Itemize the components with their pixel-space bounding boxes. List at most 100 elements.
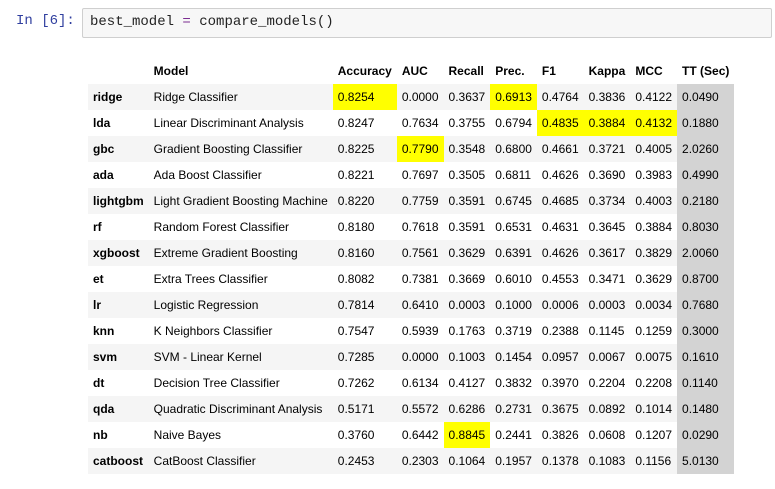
metric-cell: 0.6410 <box>401 298 439 312</box>
table-row: dt Decision Tree Classifier 0.7262 0.6134 0.… <box>88 370 735 396</box>
metric-cell: 0.1064 <box>448 454 486 468</box>
metric-cell: 0.8160 <box>337 246 375 260</box>
metric-cell: 0.8220 <box>337 194 375 208</box>
metric-cell: 0.6010 <box>495 272 532 286</box>
metric-cell: 0.3760 <box>337 428 375 442</box>
metric-cell: 0.4764 <box>541 90 579 104</box>
metric-cell: 0.0034 <box>635 298 673 312</box>
row-index: qda <box>93 402 115 416</box>
table-row: xgboost Extreme Gradient Boosting 0.8160 0.… <box>88 240 735 266</box>
metric-cell: 0.0003 <box>588 298 626 312</box>
metric-cell: 0.0290 <box>677 422 735 448</box>
metric-cell: 0.6745 <box>495 194 532 208</box>
metric-cell: 0.7547 <box>337 324 375 338</box>
metric-cell: 0.4626 <box>541 168 579 182</box>
metric-cell: 0.2303 <box>401 454 439 468</box>
model-name-cell: SVM - Linear Kernel <box>153 350 262 364</box>
metric-cell: 0.0608 <box>588 428 626 442</box>
table-row: et Extra Trees Classifier 0.8082 0.7381 0.36… <box>88 266 735 292</box>
metric-cell: 0.5572 <box>401 402 439 416</box>
model-name-cell: Logistic Regression <box>153 298 259 312</box>
metric-cell: 0.6811 <box>495 168 532 182</box>
metric-cell: 0.7634 <box>401 116 439 130</box>
code-variable: best_model <box>90 14 175 30</box>
metric-cell: 0.6134 <box>401 376 439 390</box>
metric-cell: 0.4990 <box>677 162 735 188</box>
metric-cell: 0.7618 <box>401 220 439 234</box>
metric-cell: 0.1480 <box>677 396 735 422</box>
metric-cell: 0.3669 <box>448 272 486 286</box>
metric-cell: 0.1378 <box>541 454 579 468</box>
table-row: qda Quadratic Discriminant Analysis 0.5171… <box>88 396 735 422</box>
metric-cell: 0.8845 <box>443 422 491 448</box>
column-header: Prec. <box>495 64 525 78</box>
metric-cell: 0.8254 <box>332 84 397 110</box>
metric-cell: 0.8221 <box>337 168 375 182</box>
metric-cell: 0.3755 <box>448 116 486 130</box>
metric-cell: 0.1610 <box>677 344 735 370</box>
row-index: catboost <box>93 454 144 468</box>
compare-models-table: Model Accuracy AUC Recall Prec. F1 Kappa MCC TT … <box>88 58 735 474</box>
metric-cell: 0.3719 <box>495 324 532 338</box>
metric-cell: 0.2180 <box>677 188 735 214</box>
metric-cell: 0.3548 <box>448 142 486 156</box>
model-name-cell: Extra Trees Classifier <box>153 272 268 286</box>
table-row: svm SVM - Linear Kernel 0.7285 0.0000 0.1003… <box>88 344 735 370</box>
metric-cell: 2.0260 <box>677 136 735 162</box>
metric-cell: 0.0003 <box>448 298 486 312</box>
metric-cell: 0.0892 <box>588 402 626 416</box>
row-index: rf <box>93 220 102 234</box>
metric-cell: 0.2731 <box>495 402 532 416</box>
metric-cell: 0.3970 <box>541 376 579 390</box>
row-index: lda <box>93 116 111 130</box>
metric-cell: 0.3832 <box>495 376 532 390</box>
metric-cell: 0.3645 <box>588 220 626 234</box>
metric-cell: 0.1259 <box>635 324 673 338</box>
row-index: xgboost <box>93 246 140 260</box>
column-header: Recall <box>448 64 484 78</box>
metric-cell: 0.1957 <box>495 454 532 468</box>
metric-cell: 0.1880 <box>677 110 735 136</box>
metric-cell: 0.7790 <box>396 136 444 162</box>
metric-cell: 0.1000 <box>495 298 532 312</box>
model-name-cell: Light Gradient Boosting Machine <box>153 194 328 208</box>
column-header: Model <box>153 64 189 78</box>
input-cell[interactable]: In [6]: best_model = compare_models() <box>0 0 775 44</box>
metric-cell: 0.8700 <box>677 266 735 292</box>
metric-cell: 0.0000 <box>401 350 439 364</box>
input-prompt: In [6]: <box>16 13 75 29</box>
metric-cell: 0.6800 <box>495 142 532 156</box>
metric-cell: 0.3884 <box>635 220 673 234</box>
model-name-cell: Quadratic Discriminant Analysis <box>153 402 323 416</box>
metric-cell: 0.3637 <box>448 90 486 104</box>
model-name-cell: Random Forest Classifier <box>153 220 290 234</box>
metric-cell: 0.3000 <box>677 318 735 344</box>
metric-cell: 5.0130 <box>677 448 735 474</box>
metric-cell: 0.0000 <box>401 90 439 104</box>
metric-cell: 0.2453 <box>337 454 375 468</box>
metric-cell: 0.3884 <box>583 110 631 136</box>
metric-cell: 0.3675 <box>541 402 579 416</box>
metric-cell: 0.4835 <box>536 110 584 136</box>
metric-cell: 0.4003 <box>635 194 673 208</box>
table-body: ridge Ridge Classifier 0.8254 0.0000 0.3637 0… <box>88 84 735 474</box>
metric-cell: 0.3591 <box>448 220 486 234</box>
metric-cell: 0.2388 <box>541 324 579 338</box>
metric-cell: 0.6391 <box>495 246 532 260</box>
metric-cell: 0.6442 <box>401 428 439 442</box>
metric-cell: 0.7381 <box>401 272 439 286</box>
row-index: dt <box>93 376 105 390</box>
row-index: et <box>93 272 104 286</box>
metric-cell: 0.3829 <box>635 246 673 260</box>
metric-cell: 0.1140 <box>677 370 735 396</box>
metric-cell: 0.1763 <box>448 324 486 338</box>
model-name-cell: K Neighbors Classifier <box>153 324 273 338</box>
column-header: F1 <box>541 64 556 78</box>
model-name-cell: Ada Boost Classifier <box>153 168 262 182</box>
metric-cell: 0.2204 <box>588 376 626 390</box>
code-editor[interactable]: best_model = compare_models() <box>82 8 772 38</box>
metric-cell: 0.1454 <box>495 350 532 364</box>
metric-cell: 0.4132 <box>630 110 678 136</box>
metric-cell: 0.2208 <box>635 376 673 390</box>
metric-cell: 0.4631 <box>541 220 579 234</box>
